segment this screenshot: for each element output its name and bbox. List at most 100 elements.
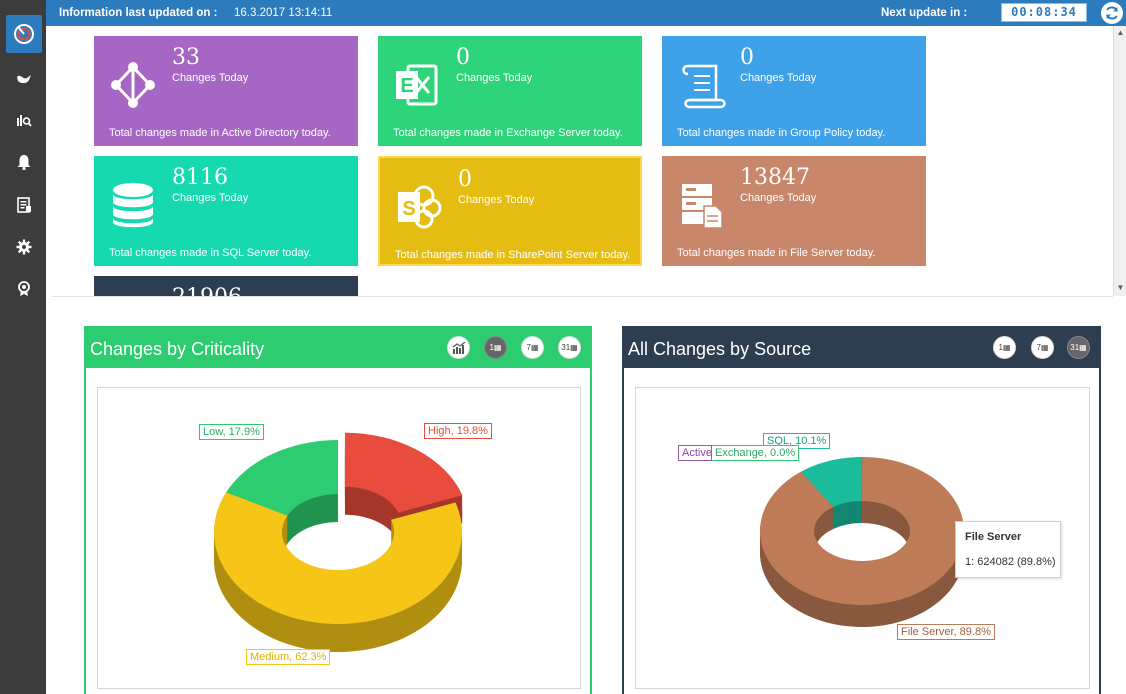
tile-active-directory[interactable]: 33 Changes Today Total changes made in A… bbox=[94, 36, 358, 146]
dashboard-icon bbox=[14, 24, 34, 44]
scrollbar[interactable]: ▲ ▼ bbox=[1113, 26, 1126, 296]
tile-description: Total changes made in Active Directory t… bbox=[109, 127, 331, 139]
chart-label-file-server: File Server, 89.8% bbox=[897, 624, 995, 640]
tiles-area: 33 Changes Today Total changes made in A… bbox=[46, 26, 1126, 296]
1-day-button[interactable]: 1 ▦ bbox=[993, 336, 1016, 359]
criticality-donut-chart bbox=[213, 432, 463, 652]
tile-subtitle: Changes Today bbox=[740, 192, 817, 204]
chart-label-active: Active bbox=[678, 445, 712, 461]
source-panel: All Changes by Source 1 ▦ 7 ▦ 31 ▦ bbox=[622, 326, 1101, 694]
tile-description: Total changes made in Exchange Server to… bbox=[393, 127, 623, 139]
tile-count: 8116 bbox=[172, 165, 228, 190]
31-days-button[interactable]: 31 ▦ bbox=[558, 336, 581, 359]
tile-count: 21906 bbox=[172, 285, 242, 296]
medium-slice[interactable] bbox=[213, 492, 462, 624]
tile-description: Total changes made in SQL Server today. bbox=[109, 247, 312, 259]
tile-description: Total changes made in Group Policy today… bbox=[677, 127, 886, 139]
file-server-slice[interactable] bbox=[759, 457, 964, 605]
tile-subtitle: Changes Today bbox=[172, 192, 249, 204]
low-slice[interactable] bbox=[226, 440, 338, 516]
scroll-down-arrow[interactable]: ▼ bbox=[1116, 283, 1125, 292]
tile-count: 0 bbox=[456, 45, 470, 70]
group-policy-scroll-icon bbox=[682, 64, 726, 109]
tile-count: 13847 bbox=[740, 165, 810, 190]
tooltip-title: File Server bbox=[965, 531, 1022, 543]
31-days-icon: 31 bbox=[561, 343, 571, 352]
report-icon bbox=[17, 197, 31, 213]
bell-icon bbox=[17, 155, 31, 171]
source-donut-chart bbox=[759, 457, 964, 627]
panel-header: Changes by Criticality 1 ▦ 7 ▦ 31 ▦ bbox=[86, 328, 590, 368]
tile-subtitle: Changes Today bbox=[740, 72, 817, 84]
tile-subtitle: Changes Today bbox=[456, 72, 533, 84]
divider bbox=[52, 296, 1113, 297]
file-server-icon bbox=[682, 184, 723, 229]
sidebar-item-alerts[interactable] bbox=[8, 146, 40, 178]
analytics-search-icon bbox=[17, 115, 32, 127]
trend-chart-button[interactable] bbox=[447, 336, 470, 359]
refresh-icon bbox=[1106, 6, 1118, 20]
sql-slice[interactable] bbox=[801, 457, 862, 507]
tile-subtitle: Changes Today bbox=[458, 194, 535, 206]
tile-total[interactable]: 21906 bbox=[94, 276, 358, 296]
trend-chart-icon bbox=[452, 341, 465, 354]
chart-label-exchange: Exchange, 0.0% bbox=[711, 445, 800, 461]
sharepoint-icon: S bbox=[398, 185, 442, 229]
tile-description: Total changes made in File Server today. bbox=[677, 247, 876, 259]
tile-count: 33 bbox=[172, 45, 200, 70]
7-days-icon: 7 bbox=[526, 343, 531, 352]
tile-group-policy[interactable]: 0 Changes Today Total changes made in Gr… bbox=[662, 36, 926, 146]
7-days-icon: 7 bbox=[1036, 343, 1041, 352]
criticality-panel: Changes by Criticality 1 ▦ 7 ▦ 31 ▦ bbox=[84, 326, 592, 694]
7-days-button[interactable]: 7 ▦ bbox=[1031, 336, 1054, 359]
svg-text:E: E bbox=[400, 75, 413, 97]
active-directory-icon bbox=[111, 62, 155, 108]
sidebar-item-reports[interactable] bbox=[8, 189, 40, 221]
1-day-icon: 1 bbox=[489, 343, 494, 352]
svg-text:S: S bbox=[402, 198, 415, 220]
countdown-timer: 00:08:34 bbox=[1001, 3, 1087, 22]
chart-label-medium: Medium, 62.3% bbox=[246, 649, 331, 665]
chart-label-low: Low, 17.9% bbox=[199, 424, 264, 440]
chart-label-high: High, 19.8% bbox=[424, 423, 492, 439]
tile-exchange[interactable]: E 0 Changes Today Total changes made in … bbox=[378, 36, 642, 146]
chart-tooltip: File Server 1: 624082 (89.8%) bbox=[955, 521, 1061, 578]
sidebar-item-dashboard[interactable] bbox=[6, 15, 42, 53]
top-bar: Information last updated on : 16.3.2017 … bbox=[46, 0, 1126, 26]
tile-description: Total changes made in SharePoint Server … bbox=[395, 249, 631, 261]
sidebar-item-badge[interactable] bbox=[8, 273, 40, 305]
1-day-button[interactable]: 1 ▦ bbox=[484, 336, 507, 359]
panel-header: All Changes by Source 1 ▦ 7 ▦ 31 ▦ bbox=[624, 328, 1099, 368]
active-slice[interactable] bbox=[861, 457, 862, 502]
database-icon bbox=[113, 183, 153, 228]
bird-icon bbox=[17, 75, 31, 84]
chart-area bbox=[97, 387, 581, 689]
tile-sql-server[interactable]: 8116 Changes Today Total changes made in… bbox=[94, 156, 358, 266]
31-days-button[interactable]: 31 ▦ bbox=[1067, 336, 1090, 359]
tooltip-value: 1: 624082 (89.8%) bbox=[965, 556, 1056, 568]
next-update-label: Next update in : bbox=[881, 7, 968, 19]
high-slice[interactable] bbox=[344, 432, 463, 513]
panel-title: All Changes by Source bbox=[628, 339, 812, 359]
tile-file-server[interactable]: 13847 Changes Today Total changes made i… bbox=[662, 156, 926, 266]
tile-sharepoint[interactable]: S 0 Changes Today Total changes made in … bbox=[378, 156, 642, 266]
tile-subtitle: Changes Today bbox=[172, 72, 249, 84]
last-updated-label: Information last updated on : bbox=[59, 7, 218, 19]
sidebar-item-bird[interactable] bbox=[8, 62, 40, 94]
last-updated-value: 16.3.2017 13:14:11 bbox=[234, 7, 333, 19]
badge-icon bbox=[18, 281, 30, 296]
sidebar-item-analytics[interactable] bbox=[8, 104, 40, 136]
exchange-icon: E bbox=[396, 64, 438, 106]
scroll-up-arrow[interactable]: ▲ bbox=[1116, 28, 1125, 37]
1-day-icon: 1 bbox=[998, 343, 1003, 352]
sidebar-item-settings[interactable] bbox=[8, 231, 40, 263]
tile-count: 0 bbox=[740, 45, 754, 70]
gear-icon bbox=[16, 239, 32, 255]
7-days-button[interactable]: 7 ▦ bbox=[521, 336, 544, 359]
panel-title: Changes by Criticality bbox=[90, 339, 265, 359]
tile-count: 0 bbox=[458, 167, 472, 192]
refresh-button[interactable] bbox=[1101, 2, 1123, 24]
chart-area bbox=[635, 387, 1090, 689]
31-days-icon: 31 bbox=[1070, 343, 1080, 352]
sidebar bbox=[0, 0, 46, 694]
